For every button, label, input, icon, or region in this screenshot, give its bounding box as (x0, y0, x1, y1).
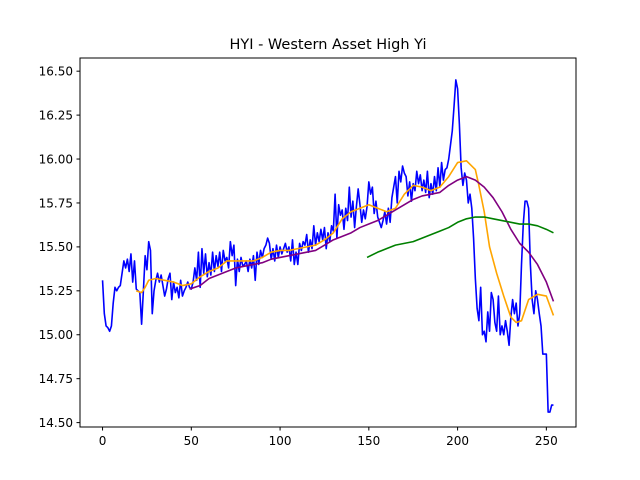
x-tick-label: 150 (357, 434, 380, 448)
series-line-3 (366, 216, 554, 259)
chart-title: HYI - Western Asset High Yi (229, 37, 426, 53)
y-tick-label: 16.25 (39, 108, 73, 122)
y-tick-label: 16.50 (39, 64, 73, 78)
x-axis-ticks: 0 50 100 150 200 250 (99, 427, 558, 448)
x-tick-label: 0 (99, 434, 107, 448)
x-tick-label: 250 (535, 434, 558, 448)
plot-frame (79, 57, 577, 428)
y-tick-label: 15.50 (39, 240, 73, 254)
y-tick-label: 16.00 (39, 152, 73, 166)
x-tick-label: 100 (269, 434, 292, 448)
y-tick-label: 14.75 (39, 372, 73, 386)
series-layer (101, 79, 555, 413)
series-line-2 (189, 175, 555, 302)
series-line-1 (136, 159, 555, 324)
y-tick-label: 14.50 (39, 416, 73, 430)
x-tick-label: 200 (446, 434, 469, 448)
y-tick-label: 15.25 (39, 284, 73, 298)
y-tick-label: 15.00 (39, 328, 73, 342)
y-axis-ticks: 14.50 14.75 15.00 15.25 15.50 15.75 16.00 16.25… (39, 64, 80, 430)
y-tick-label: 15.75 (39, 196, 73, 210)
series-line-0 (101, 79, 554, 413)
x-tick-label: 50 (184, 434, 199, 448)
